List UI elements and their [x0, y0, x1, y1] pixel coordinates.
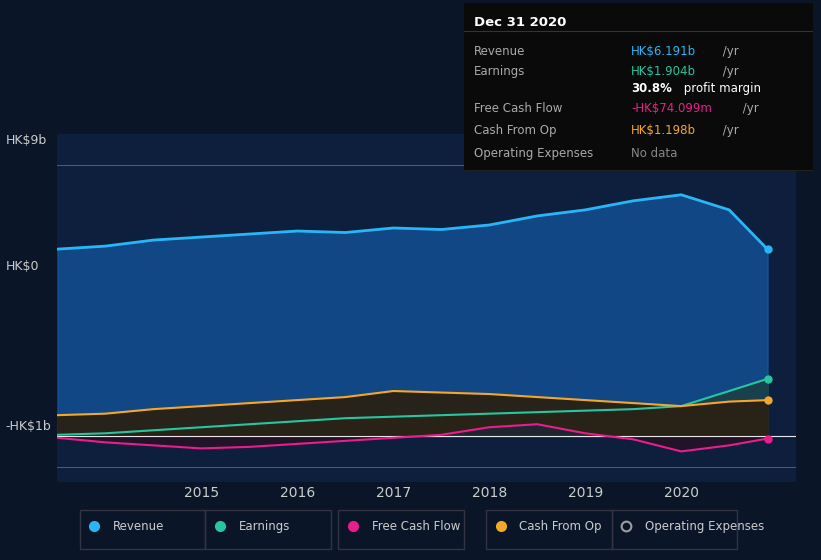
Text: HK$0: HK$0 [6, 260, 39, 273]
Text: Operating Expenses: Operating Expenses [475, 147, 594, 160]
Text: /yr: /yr [719, 124, 739, 137]
Text: Free Cash Flow: Free Cash Flow [475, 102, 562, 115]
Text: /yr: /yr [719, 45, 739, 58]
Text: -HK$1b: -HK$1b [6, 420, 52, 433]
Text: No data: No data [631, 147, 677, 160]
Text: Cash From Op: Cash From Op [475, 124, 557, 137]
Text: Dec 31 2020: Dec 31 2020 [475, 16, 566, 29]
Text: HK$1.198b: HK$1.198b [631, 124, 696, 137]
Text: Revenue: Revenue [475, 45, 525, 58]
Text: Earnings: Earnings [239, 520, 290, 533]
Text: HK$9b: HK$9b [6, 134, 47, 147]
Bar [486, 510, 612, 549]
Text: HK$6.191b: HK$6.191b [631, 45, 696, 58]
Text: 30.8%: 30.8% [631, 82, 672, 95]
Text: /yr: /yr [739, 102, 759, 115]
Text: Earnings: Earnings [475, 65, 525, 78]
Text: profit margin: profit margin [680, 82, 761, 95]
Bar [205, 510, 331, 549]
Text: HK$1.904b: HK$1.904b [631, 65, 696, 78]
Bar [612, 510, 737, 549]
Text: Operating Expenses: Operating Expenses [645, 520, 764, 533]
Text: Free Cash Flow: Free Cash Flow [372, 520, 460, 533]
Text: -HK$74.099m: -HK$74.099m [631, 102, 713, 115]
Text: Cash From Op: Cash From Op [519, 520, 602, 533]
Bar [80, 510, 205, 549]
Text: /yr: /yr [719, 65, 739, 78]
Text: Revenue: Revenue [113, 520, 164, 533]
Bar [338, 510, 464, 549]
